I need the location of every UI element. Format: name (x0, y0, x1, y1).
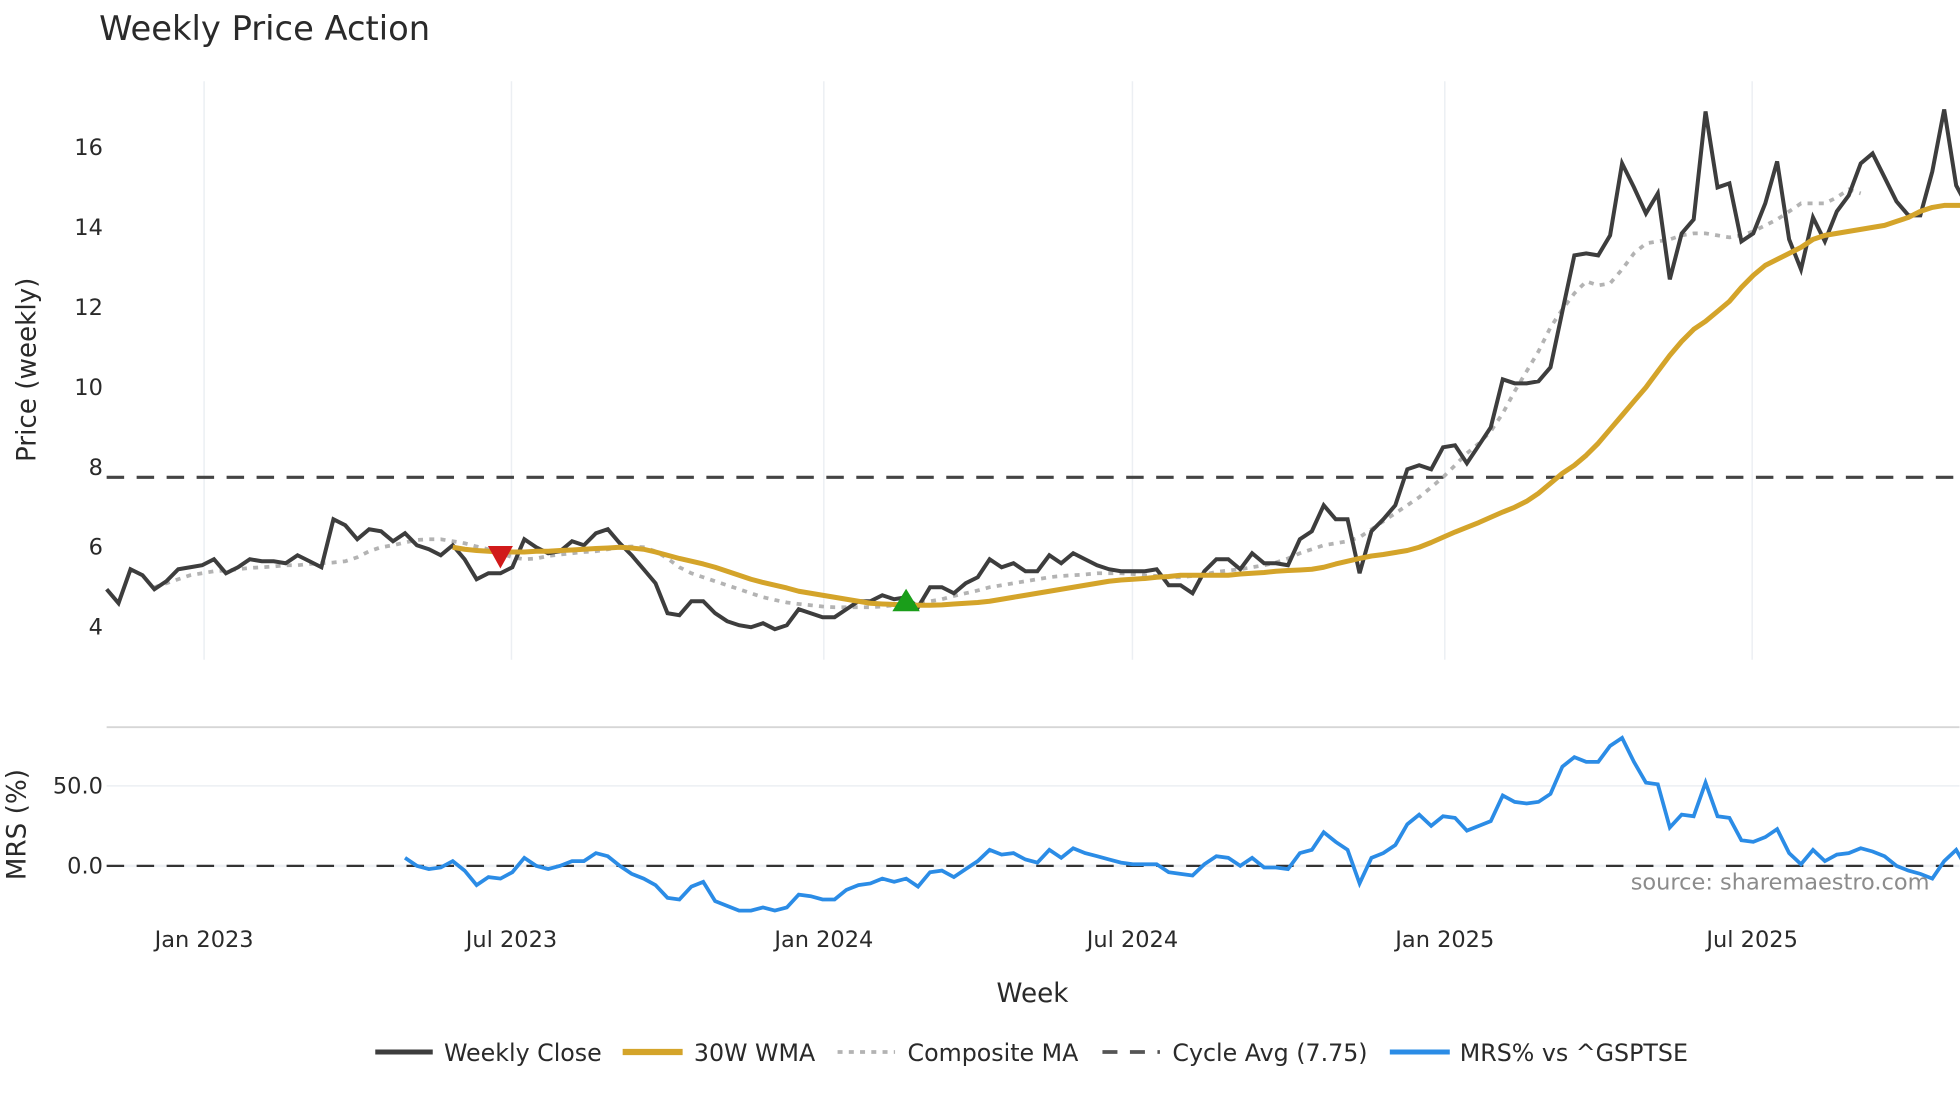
x-axis-title: Week (997, 979, 1070, 1009)
price-vertical-gridlines (203, 81, 1753, 660)
price-ytick: 8 (89, 455, 103, 481)
mrs-y-axis-title: MRS (%) (2, 769, 32, 880)
price-ytick: 14 (74, 215, 103, 241)
xtick: Jul 2024 (1085, 927, 1178, 953)
legend: Weekly Close 30W WMA Composite MA Cycle … (375, 1039, 1688, 1067)
legend-item-composite-ma[interactable]: Composite MA (837, 1039, 1080, 1067)
mrs-ytick: 0.0 (67, 853, 103, 879)
buy-signal-marker-icon (892, 588, 920, 612)
xtick: Jan 2025 (1393, 927, 1494, 953)
price-ytick: 10 (74, 375, 103, 401)
wma-30w-line (452, 202, 1960, 608)
price-ytick: 12 (74, 295, 103, 321)
legend-label: Composite MA (908, 1039, 1080, 1067)
legend-item-cycle-avg[interactable]: Cycle Avg (7.75) (1102, 1039, 1368, 1067)
price-ytick: 6 (89, 535, 103, 561)
price-ytick: 4 (89, 615, 103, 641)
mrs-y-axis: 50.0 0.0 (53, 773, 103, 879)
chart-title: Weekly Price Action (99, 9, 430, 48)
legend-item-wma[interactable]: 30W WMA (622, 1039, 816, 1067)
price-y-axis-title: Price (weekly) (12, 278, 42, 462)
xtick: Jul 2023 (464, 927, 557, 953)
legend-label: 30W WMA (694, 1039, 816, 1067)
mrs-line (403, 735, 1960, 913)
source-watermark: source: sharemaestro.com (1631, 870, 1930, 896)
price-ytick: 16 (74, 135, 103, 161)
legend-label: Weekly Close (444, 1039, 602, 1067)
legend-item-mrs[interactable]: MRS% vs ^GSPTSE (1389, 1039, 1688, 1067)
composite-ma-line (153, 187, 1862, 610)
legend-label: MRS% vs ^GSPTSE (1460, 1039, 1688, 1067)
legend-item-weekly-close[interactable]: Weekly Close (375, 1039, 602, 1067)
mrs-ytick: 50.0 (53, 773, 103, 799)
x-axis: Jan 2023 Jul 2023 Jan 2024 Jul 2024 Jan … (153, 927, 1798, 953)
xtick: Jan 2023 (153, 927, 254, 953)
xtick: Jan 2024 (772, 927, 873, 953)
xtick: Jul 2025 (1704, 927, 1797, 953)
legend-label: Cycle Avg (7.75) (1172, 1039, 1367, 1067)
sell-signal-marker-icon (487, 546, 513, 569)
price-y-axis: 16 14 12 10 8 6 4 (74, 135, 103, 641)
weekly-close-line (105, 109, 1960, 632)
